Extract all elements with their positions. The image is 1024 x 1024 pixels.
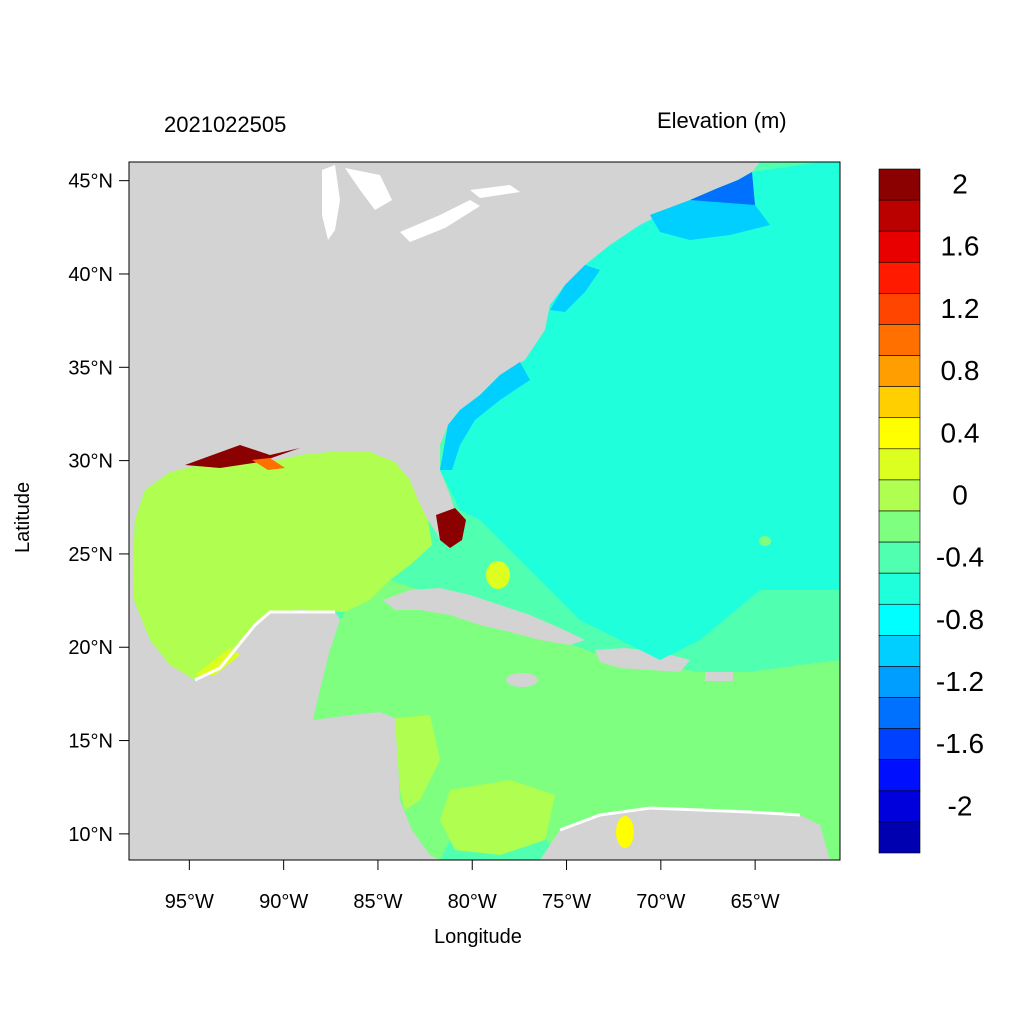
plot-frame <box>128 161 841 861</box>
colorbar-swatch <box>878 324 921 356</box>
colorbar-swatch <box>878 541 921 574</box>
surge-south-florida <box>436 508 466 548</box>
colorbar-label: -1.2 <box>936 666 984 697</box>
water-gulf-of-maine-ring <box>650 200 770 240</box>
x-axis-label: Longitude <box>434 926 522 948</box>
surge-louisiana <box>252 458 285 470</box>
colorbar-swatch <box>878 261 921 294</box>
colorbar-swatch <box>878 790 921 823</box>
water-lake-maracaibo <box>616 816 634 848</box>
y-tick-label: 15°N <box>68 731 113 753</box>
water-campeche-shelf <box>195 648 240 675</box>
colorbar-label: -0.4 <box>936 542 984 573</box>
y-tick-label: 10°N <box>68 824 113 846</box>
colorbar-label: 1.2 <box>941 293 980 324</box>
colorbar-swatch <box>878 510 921 543</box>
lake-huron <box>345 168 392 210</box>
land-puerto-rico <box>705 672 733 681</box>
y-axis-ticks: 45°N 40°N 35°N 30°N 25°N 20°N 15°N 10°N <box>68 171 129 846</box>
y-tick-label: 40°N <box>68 264 113 286</box>
colorbar-swatch <box>878 666 921 698</box>
x-tick-label: 85°W <box>353 891 402 913</box>
water-atlantic-shelf <box>440 162 840 660</box>
colorbar-label: 0 <box>952 479 968 510</box>
colorbar-swatch <box>878 759 921 792</box>
colorbar-swatch <box>878 603 921 636</box>
water-bermuda <box>759 536 771 546</box>
colorbar-swatch <box>878 230 921 263</box>
surge-northern-gulf-coast <box>185 445 300 468</box>
colorbar-label: -0.8 <box>936 604 984 635</box>
colorbar: 2 1.6 1.2 0.8 0.4 0 -0.4 -0.8 -1.2 -1.6 -2 <box>878 168 984 854</box>
x-tick-label: 90°W <box>259 891 308 913</box>
land-cuba <box>383 588 585 645</box>
colorbar-label: -2 <box>948 790 973 821</box>
colorbar-label: 2 <box>952 169 968 200</box>
colorbar-swatch <box>878 355 921 387</box>
map-timestamp-title: 2021022505 <box>164 112 287 137</box>
x-tick-label: 70°W <box>636 891 685 913</box>
colorbar-swatch <box>878 168 921 201</box>
y-tick-label: 20°N <box>68 637 113 659</box>
land-jamaica <box>506 673 538 687</box>
water-east-coast-negative <box>440 362 530 470</box>
colorbar-swatch <box>878 293 921 325</box>
colorbar-label: 0.8 <box>941 355 980 386</box>
colorbar-swatch <box>878 697 921 729</box>
x-tick-label: 80°W <box>448 891 497 913</box>
y-tick-label: 35°N <box>68 357 113 379</box>
colorbar-swatch <box>878 635 921 667</box>
lake-michigan <box>322 165 340 240</box>
colorbar-label: 1.6 <box>941 231 980 262</box>
water-nicaragua-shelf <box>440 780 555 855</box>
colorbar-swatch <box>878 572 921 605</box>
y-tick-label: 25°N <box>68 544 113 566</box>
water-gulf-of-mexico <box>133 452 432 680</box>
map-plot-area <box>129 162 840 860</box>
colorbar-swatch <box>878 448 921 481</box>
map-variable-title: Elevation (m) <box>657 108 787 133</box>
land-south-america <box>540 808 830 860</box>
coastline-yucatan-white <box>194 610 335 682</box>
x-tick-label: 75°W <box>542 891 591 913</box>
water-mid-atlantic-negative <box>550 265 600 312</box>
coastline-south-america-white <box>559 806 801 832</box>
colorbar-swatch <box>878 479 921 512</box>
colorbar-label: -1.6 <box>936 728 984 759</box>
colorbar-swatch <box>878 821 921 854</box>
land-yucatan <box>225 610 340 720</box>
colorbar-swatch <box>878 417 921 450</box>
colorbar-swatch <box>878 386 921 419</box>
water-bahamas-bank <box>486 561 510 589</box>
lake-ontario <box>470 185 520 198</box>
water-central-america-shelf <box>395 715 440 810</box>
y-tick-label: 30°N <box>68 451 113 473</box>
x-tick-label: 95°W <box>165 891 214 913</box>
colorbar-label: 0.4 <box>941 417 980 448</box>
x-tick-label: 65°W <box>731 891 780 913</box>
water-caribbean <box>313 580 840 860</box>
lake-erie <box>400 200 480 242</box>
colorbar-swatch <box>878 199 921 232</box>
x-axis-ticks: 95°W 90°W 85°W 80°W 75°W 70°W 65°W <box>165 860 780 913</box>
y-tick-label: 45°N <box>68 171 113 193</box>
colorbar-swatch <box>878 728 921 761</box>
